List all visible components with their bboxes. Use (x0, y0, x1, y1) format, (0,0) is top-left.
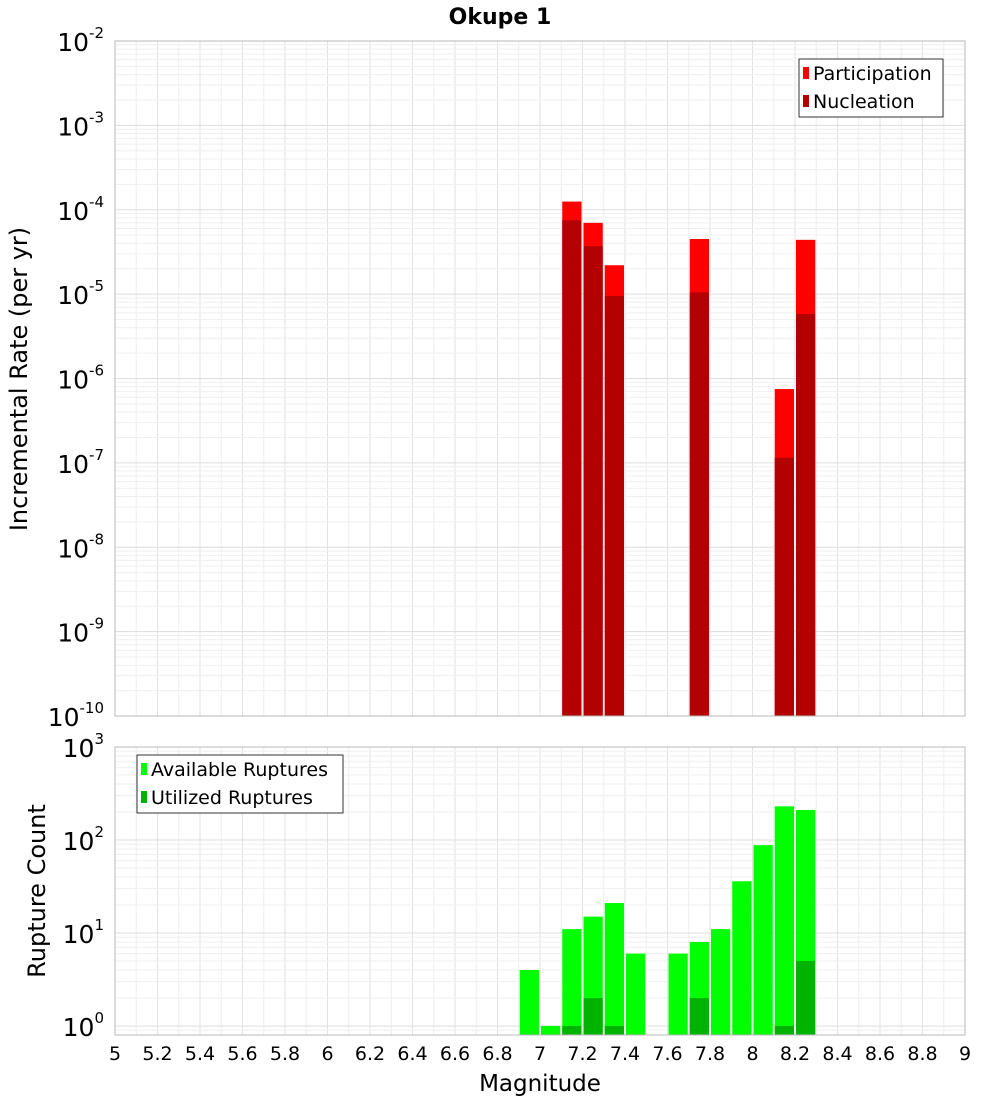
top-legend-swatch (803, 95, 809, 107)
bottom-bar-secondary (689, 997, 709, 1035)
bottom-bar-secondary (774, 1025, 794, 1035)
top-legend-swatch (803, 67, 809, 79)
bottom-plot: 100 101 102 103 Available Ruptures Utilized R… (63, 730, 971, 1065)
top-y-tick-label: 10-3 (57, 108, 104, 141)
top-y-tick-label: 10-8 (57, 530, 104, 563)
top-y-tick-label: 10-5 (57, 277, 104, 310)
bottom-bar-primary (668, 953, 688, 1035)
top-y-tick-label: 10-9 (57, 615, 104, 648)
bottom-bar-primary (604, 903, 624, 1035)
bottom-bar-primary (774, 806, 794, 1035)
x-tick-label: 5.6 (227, 1043, 257, 1065)
top-bar-secondary (562, 220, 582, 717)
x-axis-label: Magnitude (479, 1071, 601, 1097)
bottom-legend-swatch (141, 791, 147, 803)
bottom-y-tick-label: 103 (63, 730, 104, 763)
bottom-bar-primary (711, 929, 731, 1035)
chart-title: Okupe 1 (449, 5, 552, 30)
x-tick-label: 8.2 (780, 1043, 810, 1065)
x-tick-label: 7.8 (695, 1043, 725, 1065)
x-tick-label: 8.6 (865, 1043, 895, 1065)
x-tick-label: 9 (959, 1043, 971, 1065)
x-tick-label: 5.4 (185, 1043, 215, 1065)
top-bar-secondary (774, 457, 794, 716)
bottom-legend-swatch (141, 763, 147, 775)
top-plot: 10-10 10-9 10-8 10-7 10-6 10-5 10-4 10-3 10-2 Par… (48, 24, 966, 732)
x-tick-label: 8.8 (907, 1043, 937, 1065)
bottom-y-tick-label: 101 (63, 916, 104, 949)
top-plot-border (114, 40, 966, 717)
top-legend-label: Participation (813, 63, 932, 85)
top-y-tick-label: 10-7 (57, 446, 104, 479)
x-tick-label: 7 (534, 1043, 546, 1065)
x-tick-label: 7.2 (567, 1043, 597, 1065)
x-tick-label: 6.6 (440, 1043, 470, 1065)
bottom-legend-label: Available Ruptures (151, 759, 328, 781)
bottom-y-tick-label: 102 (63, 823, 104, 856)
x-tick-label: 8.4 (822, 1043, 852, 1065)
top-bar-secondary (689, 292, 709, 716)
bottom-bar-secondary (583, 997, 603, 1035)
bottom-legend-label: Utilized Ruptures (151, 787, 313, 809)
x-tick-label: 6.4 (397, 1043, 427, 1065)
bottom-bar-primary (753, 845, 773, 1035)
bottom-legend: Available Ruptures Utilized Ruptures (136, 754, 344, 814)
bottom-legend-box (136, 754, 344, 814)
bottom-bar-secondary (604, 1025, 624, 1035)
bottom-bar-primary (626, 953, 646, 1035)
x-tick-label: 7.4 (610, 1043, 640, 1065)
top-y-tick-label: 10-4 (57, 193, 104, 226)
bottom-plot-border (114, 746, 966, 1036)
x-tick-label: 5 (109, 1043, 121, 1065)
top-y-axis-label: Incremental Rate (per yr) (5, 227, 33, 531)
top-legend-label: Nucleation (813, 91, 915, 113)
bottom-bar-primary (562, 929, 582, 1035)
x-tick-label: 6 (321, 1043, 333, 1065)
bottom-bar-primary (732, 881, 752, 1035)
x-tick-label: 6.2 (355, 1043, 385, 1065)
x-tick-label: 5.8 (270, 1043, 300, 1065)
top-y-tick-label: 10-6 (57, 362, 104, 395)
bottom-y-axis-label: Rupture Count (23, 804, 51, 978)
bottom-y-tick-label: 100 (63, 1009, 104, 1042)
top-y-tick-label: 10-2 (57, 24, 104, 57)
x-tick-label: 6.8 (482, 1043, 512, 1065)
x-tick-label: 5.2 (142, 1043, 172, 1065)
top-bar-secondary (796, 314, 816, 716)
x-tick-label: 8 (746, 1043, 758, 1065)
bottom-bar-primary (519, 969, 539, 1035)
top-legend: Participation Nucleation (798, 58, 944, 118)
top-legend-box (798, 58, 944, 118)
bottom-bar-primary (541, 1025, 561, 1035)
top-bar-secondary (583, 246, 603, 716)
x-tick-label: 7.6 (652, 1043, 682, 1065)
top-y-tick-label: 10-10 (48, 699, 104, 732)
bottom-bar-secondary (796, 960, 816, 1035)
bottom-bar-secondary (562, 1025, 582, 1035)
top-bar-secondary (604, 296, 624, 716)
